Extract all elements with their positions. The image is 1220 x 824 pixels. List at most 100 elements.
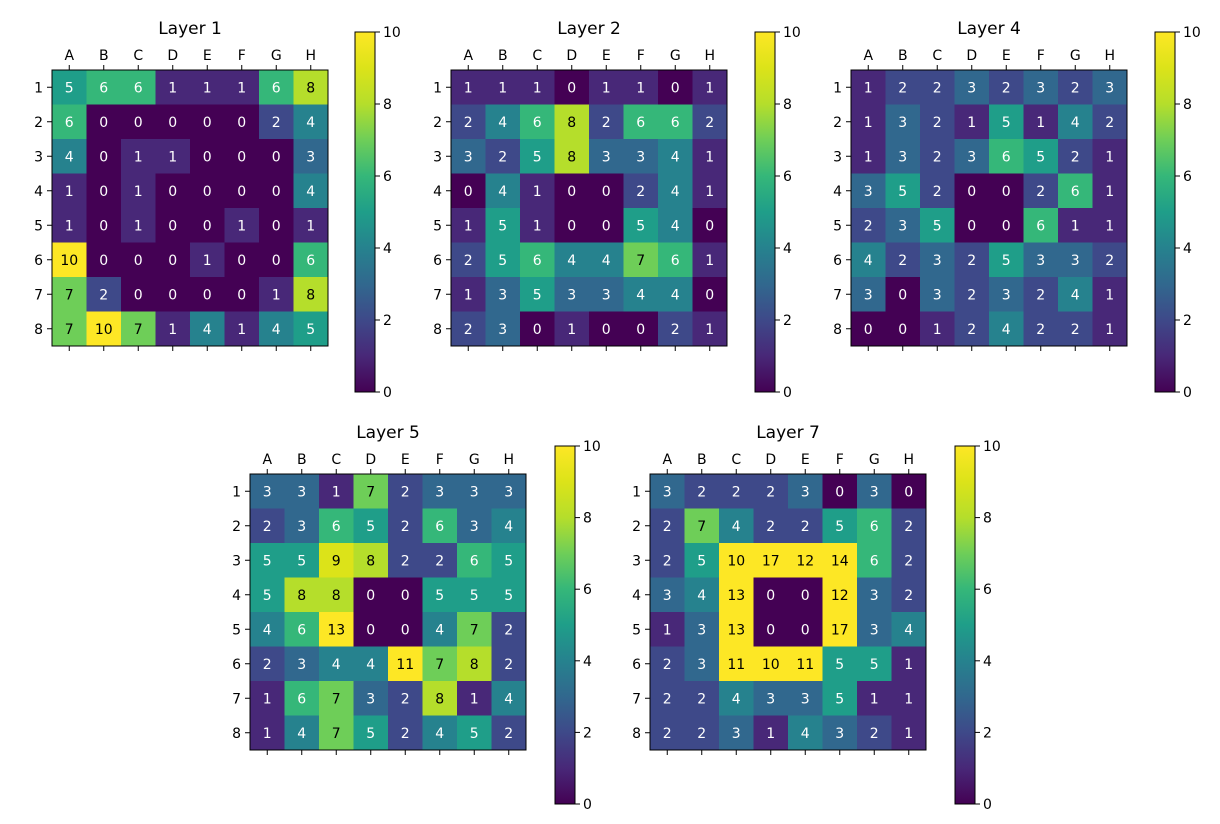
cell-label: 5 xyxy=(263,588,272,604)
cell-label: 2 xyxy=(504,622,513,638)
cell-label: 0 xyxy=(567,184,576,200)
cell-label: 3 xyxy=(801,691,810,707)
heatmap-cell xyxy=(788,715,823,751)
heatmap-frame xyxy=(249,473,527,751)
heatmap-cell xyxy=(422,715,458,751)
colorbar-tick-label: 0 xyxy=(983,797,992,813)
heatmap-cell xyxy=(520,139,555,174)
heatmap-cell xyxy=(284,474,320,509)
cell-label: 3 xyxy=(470,484,479,500)
cell-label: 1 xyxy=(705,149,714,165)
cell-label: 6 xyxy=(870,553,879,569)
heatmap-cell xyxy=(52,311,87,347)
cell-label: 10 xyxy=(762,657,780,673)
heatmap-cell xyxy=(250,577,285,613)
heatmap-cell xyxy=(554,208,590,243)
cell-label: 5 xyxy=(933,218,942,234)
cell-label: 2 xyxy=(464,322,473,338)
cell-label: 6 xyxy=(134,80,143,96)
y-tick-label: 8 xyxy=(833,322,842,338)
cell-label: 0 xyxy=(533,322,542,338)
cell-label: 1 xyxy=(263,691,272,707)
cell-label: 11 xyxy=(727,657,745,673)
x-tick-label: B xyxy=(898,48,908,64)
heatmap-cell xyxy=(989,104,1024,140)
cell-label: 0 xyxy=(203,149,212,165)
heatmap-cell xyxy=(52,139,87,174)
heatmap-cell xyxy=(422,577,458,613)
heatmap-cell xyxy=(920,208,955,243)
y-tick-label: 2 xyxy=(433,115,442,131)
heatmap-cell xyxy=(920,139,955,174)
heatmap-cell xyxy=(1058,104,1093,140)
cell-label: 1 xyxy=(498,80,507,96)
x-tick-label: C xyxy=(731,452,741,468)
heatmap-cell xyxy=(1058,277,1093,312)
cell-label: 2 xyxy=(933,184,942,200)
heatmap-cell xyxy=(753,681,789,716)
heatmap-cell xyxy=(224,70,260,105)
heatmap-cell xyxy=(623,173,659,209)
x-tick-label: H xyxy=(903,452,914,468)
cell-label: 0 xyxy=(237,253,246,269)
heatmap-cell xyxy=(293,70,329,105)
x-tick-label: H xyxy=(1104,48,1115,64)
heatmap-cell xyxy=(451,277,486,312)
heatmap-cell xyxy=(319,612,354,647)
heatmap-cell xyxy=(658,311,693,347)
heatmap-cell xyxy=(684,474,720,509)
heatmap-cell xyxy=(1058,139,1093,174)
cell-label: 3 xyxy=(933,253,942,269)
heatmap-panel-4: Layer 5 3 3 1 7 2 3 3 3 2 3 6 5 2 6 3 4 5 5 9 8 2 2 6 5 5 8 8 0 0 5 5 5 4… xyxy=(232,423,601,813)
cell-label: 4 xyxy=(697,588,706,604)
cell-label: 4 xyxy=(567,253,576,269)
panel-title: Layer 5 xyxy=(356,423,420,443)
cell-label: 5 xyxy=(366,519,375,535)
heatmap-cell xyxy=(491,612,527,647)
x-tick-label: D xyxy=(167,48,178,64)
heatmap-cell xyxy=(885,208,921,243)
heatmap-cell xyxy=(684,646,720,682)
x-tick-label: H xyxy=(704,48,715,64)
cell-label: 0 xyxy=(602,184,611,200)
heatmap-cell xyxy=(989,173,1024,209)
x-tick-label: F xyxy=(1037,48,1045,64)
cell-label: 4 xyxy=(297,726,306,742)
heatmap-cell xyxy=(788,681,823,716)
cell-label: 0 xyxy=(168,184,177,200)
colorbar-tick-label: 10 xyxy=(383,25,401,41)
cell-label: 5 xyxy=(65,80,74,96)
heatmap-cell xyxy=(658,277,693,312)
cell-label: 2 xyxy=(1036,287,1045,303)
heatmap-cell xyxy=(388,646,423,682)
cell-label: 1 xyxy=(602,80,611,96)
heatmap-cell xyxy=(851,311,886,347)
heatmap-cell xyxy=(954,311,990,347)
cell-label: 7 xyxy=(65,287,74,303)
cell-label: 1 xyxy=(904,691,913,707)
heatmap-cell xyxy=(954,70,990,105)
heatmap-cell xyxy=(954,173,990,209)
cell-label: 10 xyxy=(727,553,745,569)
heatmap-cell xyxy=(589,311,624,347)
cell-label: 1 xyxy=(1105,184,1114,200)
cell-label: 2 xyxy=(766,519,775,535)
heatmap-cell xyxy=(86,173,122,209)
x-tick-label: E xyxy=(401,452,410,468)
heatmap-cell xyxy=(658,208,693,243)
heatmap-cell xyxy=(451,242,486,278)
cell-label: 3 xyxy=(498,322,507,338)
heatmap-cell xyxy=(52,173,87,209)
heatmap-cell xyxy=(623,104,659,140)
cell-label: 4 xyxy=(671,149,680,165)
cell-label: 1 xyxy=(870,691,879,707)
y-tick-label: 6 xyxy=(232,657,241,673)
cell-label: 7 xyxy=(435,657,444,673)
cell-label: 1 xyxy=(904,657,913,673)
y-tick-label: 5 xyxy=(833,218,842,234)
cell-label: 4 xyxy=(332,657,341,673)
cell-label: 4 xyxy=(801,726,810,742)
cell-label: 5 xyxy=(898,184,907,200)
cell-label: 0 xyxy=(705,218,714,234)
cell-label: 1 xyxy=(203,253,212,269)
